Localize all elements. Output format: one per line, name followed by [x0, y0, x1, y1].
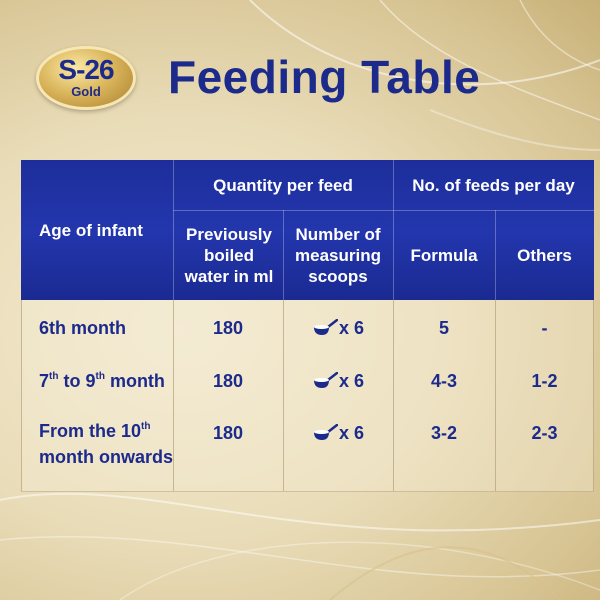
row-3-scoops: x 6 — [283, 418, 393, 448]
row-1-others: - — [541, 318, 548, 338]
page-title: Feeding Table — [168, 51, 481, 103]
header-divider — [173, 160, 174, 300]
row-3-formula: 3-2 — [430, 423, 457, 443]
body-divider — [393, 300, 394, 491]
header-feeds-per-day: No. of feeds per day — [412, 175, 575, 195]
body-divider — [593, 300, 594, 491]
row-3-scoops-value: x 6 — [338, 423, 365, 443]
row-3-others: 2-3 — [531, 423, 558, 443]
body-divider — [283, 300, 284, 491]
body-divider — [495, 300, 496, 491]
logo-sub-text: Gold — [71, 84, 101, 99]
header-scoops: Number of measuring scoops — [295, 224, 381, 286]
header-divider — [173, 210, 594, 211]
s26-gold-logo: S-26 Gold — [36, 46, 136, 110]
row-3-age: From the 10th month onwards — [39, 421, 173, 467]
feeding-table: Age of infant Quantity per feed No. of f… — [21, 160, 594, 492]
row-1-scoops-value: x 6 — [338, 318, 365, 338]
row-1-water: 180 — [212, 318, 244, 338]
body-divider — [173, 300, 174, 491]
row-2-age: 7th to 9th month — [39, 371, 165, 391]
scoop-icon — [313, 424, 338, 440]
header-quantity-per-feed: Quantity per feed — [213, 175, 353, 195]
table-body-background — [21, 300, 594, 492]
row-1-formula: 5 — [438, 318, 449, 338]
scoop-icon — [313, 372, 338, 388]
row-2-scoops: x 6 — [283, 366, 393, 396]
row-1-age: 6th month — [39, 318, 126, 338]
row-2-formula: 4-3 — [430, 371, 457, 391]
scoop-icon — [313, 319, 338, 335]
row-2-scoops-value: x 6 — [338, 371, 365, 391]
body-divider — [21, 300, 22, 491]
row-2-water: 180 — [212, 371, 244, 391]
header-divider — [393, 160, 394, 300]
header-formula: Formula — [410, 245, 478, 265]
header-divider — [283, 210, 284, 300]
row-1-scoops: x 6 — [283, 313, 393, 343]
header-age: Age of infant — [39, 220, 143, 240]
header-water: Previously boiled water in ml — [184, 224, 274, 286]
row-3-water: 180 — [212, 423, 244, 443]
table-header-background — [21, 160, 594, 300]
row-2-others: 1-2 — [531, 371, 558, 391]
header-others: Others — [517, 245, 572, 265]
header-divider — [495, 210, 496, 300]
logo-main-text: S-26 — [58, 54, 114, 85]
